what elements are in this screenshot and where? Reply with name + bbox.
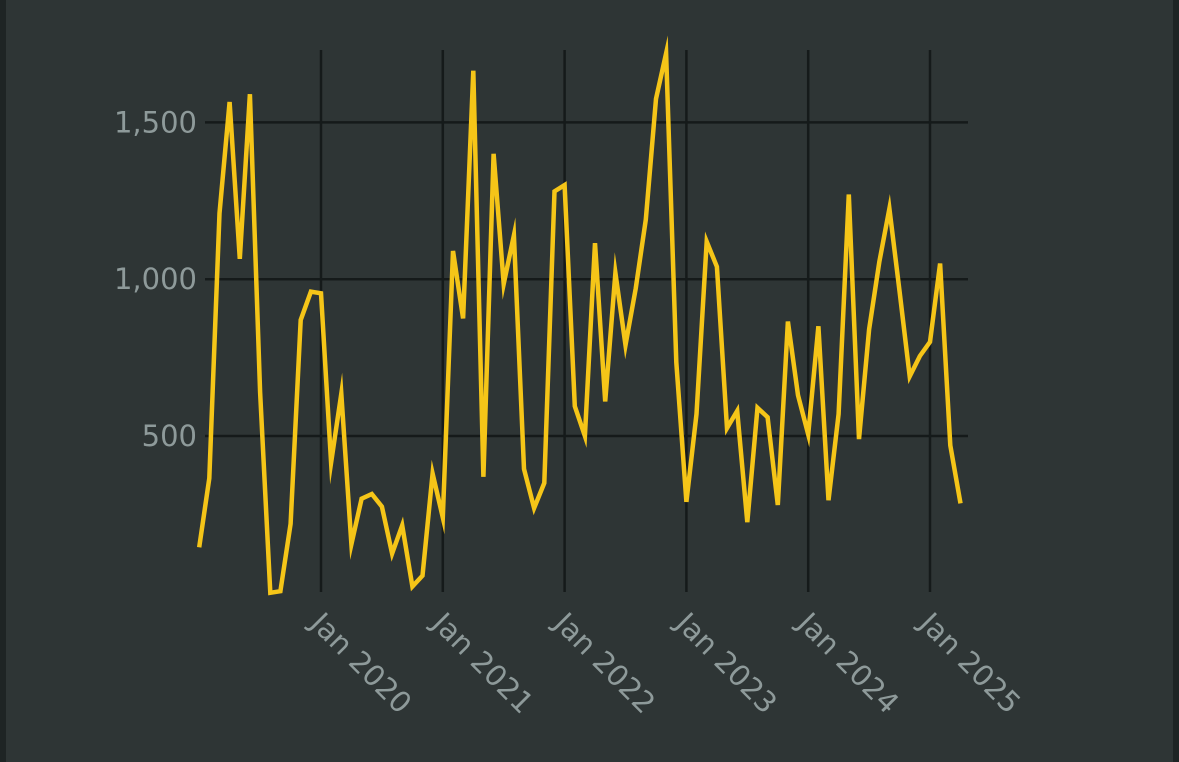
- series-group: [196, 35, 963, 596]
- y-tick-labels: 500 1,000 1,500: [114, 105, 197, 453]
- x-tick-label: Jan 2023: [668, 604, 784, 720]
- x-gridlines: [319, 50, 932, 592]
- y-tick-label: 500: [142, 419, 197, 453]
- x-tick-label: Jan 2025: [912, 604, 1028, 720]
- x-tick-labels: Jan 2020 Jan 2021 Jan 2022 Jan 2023 Jan 2024…: [303, 604, 1028, 720]
- x-tick-label: Jan 2022: [546, 604, 662, 720]
- y-tick-label: 1,000: [114, 262, 197, 296]
- y-tick-label: 1,500: [114, 105, 197, 139]
- x-tick-label: Jan 2020: [303, 604, 419, 720]
- x-tick-label: Jan 2024: [790, 604, 906, 720]
- x-tick-label: Jan 2021: [424, 604, 540, 720]
- series-line: [196, 35, 963, 596]
